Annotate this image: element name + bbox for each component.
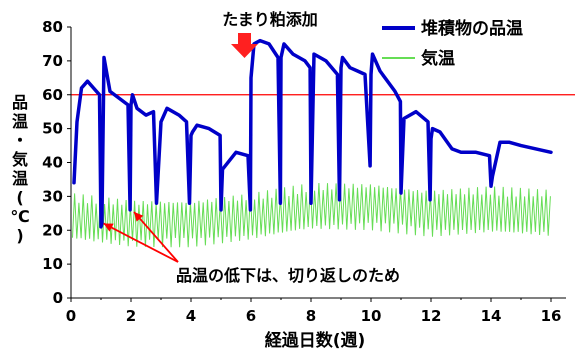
annotation-arrow	[103, 222, 179, 263]
y-axis-label-char: ℃	[10, 207, 29, 226]
y-tick-label: 40	[42, 154, 63, 172]
annotation-turning: 品温の低下は、切り返しのため	[176, 266, 400, 285]
down-arrow-icon	[231, 33, 258, 58]
y-tick-label: 80	[42, 18, 63, 36]
x-tick-label: 10	[361, 307, 382, 325]
series-line-air-temperature	[72, 182, 551, 248]
annotation-arrow	[133, 211, 179, 263]
axes: 0 10 20 30 40 50 60 70 80 0 2 4 6 8 10 12 14 16	[42, 18, 566, 325]
y-axis-label-char: )	[16, 226, 23, 245]
x-tick-label: 12	[421, 307, 442, 325]
arrowhead-icon	[103, 223, 114, 232]
arrowhead-icon	[134, 211, 144, 222]
y-tick-label: 70	[42, 52, 63, 70]
legend-label-series-1: 堆積物の品温	[421, 18, 523, 39]
x-axis-label: 経過日数(週)	[265, 330, 366, 351]
legend-label-series-2: 気温	[420, 48, 455, 69]
y-tick-label: 20	[42, 221, 63, 239]
y-axis-label: 品温・気温(℃)	[10, 93, 29, 245]
x-tick-label: 0	[66, 307, 76, 325]
x-tick-label: 8	[306, 307, 316, 325]
series-line-compost-temperature	[72, 38, 553, 229]
y-axis-label-char: 品	[12, 93, 28, 112]
y-axis-label-char: 温	[11, 169, 28, 188]
y-tick-label: 30	[42, 187, 63, 205]
x-tick-label: 2	[126, 307, 136, 325]
x-tick-label: 16	[541, 307, 562, 325]
x-tick-label: 4	[186, 307, 196, 325]
y-tick-label: 60	[42, 86, 63, 104]
y-axis-label-char: ・	[12, 131, 28, 150]
y-tick-label: 10	[42, 255, 63, 273]
x-tick-label: 6	[246, 307, 256, 325]
annotation-arrows	[103, 211, 179, 263]
y-axis-label-char: 気	[12, 150, 28, 169]
y-axis-label-char: (	[16, 188, 23, 207]
y-tick-label: 50	[42, 120, 63, 138]
y-axis-label-char: 温	[11, 112, 28, 131]
plot-area	[71, 38, 575, 248]
annotation-additive: たまり粕添加	[222, 10, 318, 29]
x-tick-label: 14	[481, 307, 502, 325]
y-tick-label: 0	[53, 289, 63, 307]
